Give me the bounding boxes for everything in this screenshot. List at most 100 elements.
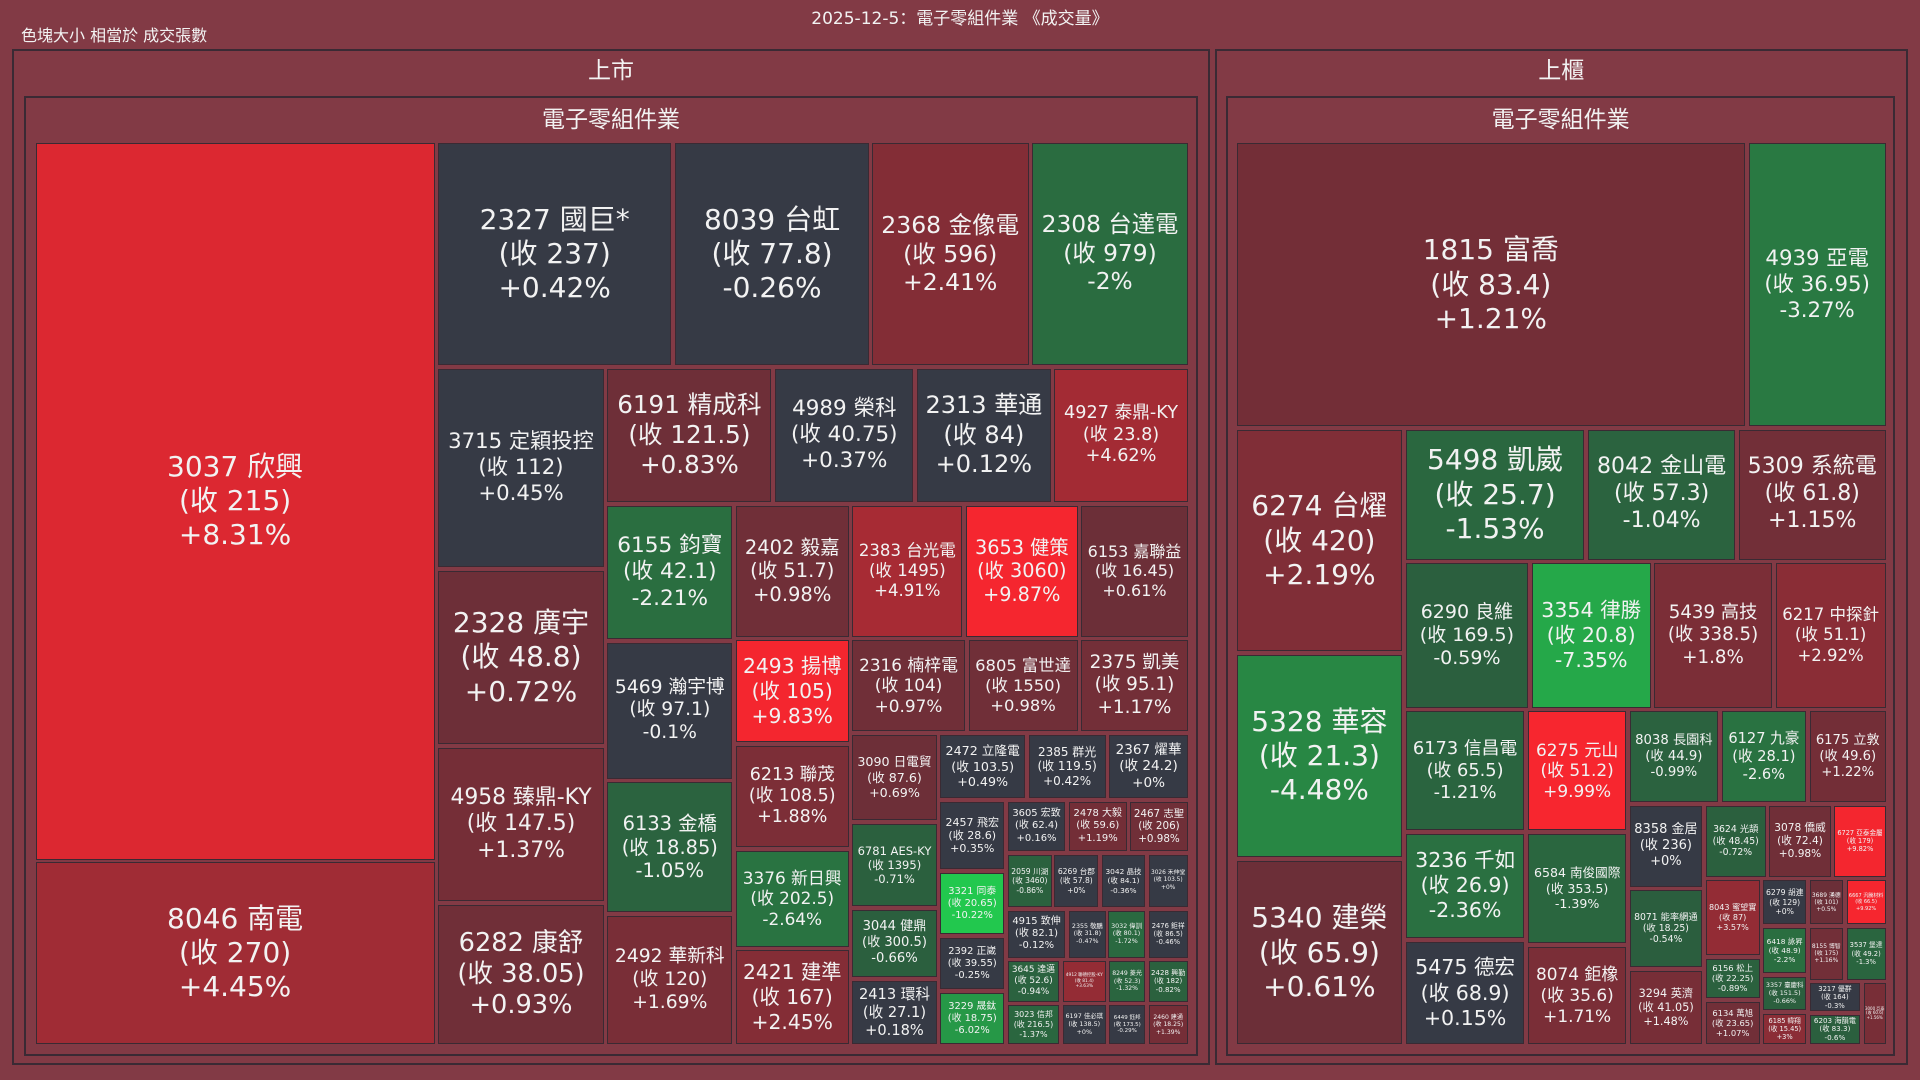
stock-tile[interactable]: 3537 堡達 (收 49.2) -1.3%	[1846, 928, 1886, 980]
stock-tile[interactable]: 2308 台達電 (收 979) -2%	[1032, 143, 1188, 365]
stock-tile[interactable]: 2472 立隆電 (收 103.5) +0.49%	[940, 734, 1025, 799]
stock-tile[interactable]: 3294 英濟 (收 41.05) +1.48%	[1629, 971, 1703, 1045]
stock-tile[interactable]: 6133 金橋 (收 18.85) -1.05%	[607, 782, 733, 913]
stock-tile[interactable]: 3236 千如 (收 26.9) -2.36%	[1405, 833, 1525, 938]
stock-tile[interactable]: 6191 精成科 (收 121.5) +0.83%	[607, 368, 772, 503]
stock-tile[interactable]: 3321 同泰 (收 20.65) -10.22%	[940, 873, 1005, 935]
stock-tile[interactable]: 2421 建準 (收 167) +2.45%	[735, 950, 849, 1045]
stock-tile[interactable]: 4912 聯德控股-KY (收 81.4) +3.63%	[1062, 961, 1106, 1002]
stock-tile[interactable]: 3653 健策 (收 3060) +9.87%	[966, 505, 1078, 637]
stock-tile[interactable]: 2383 台光電 (收 1495) +4.91%	[852, 505, 963, 637]
stock-tile[interactable]: 6282 康舒 (收 38.05) +0.93%	[438, 904, 604, 1045]
stock-tile[interactable]: 8046 南電 (收 270) +4.45%	[35, 862, 435, 1045]
stock-tile[interactable]: 8074 鉅橡 (收 35.6) +1.71%	[1528, 946, 1627, 1045]
stock-tile[interactable]: 3376 新日興 (收 202.5) -2.64%	[735, 851, 849, 947]
stock-tile[interactable]: 3037 欣興 (收 215) +8.31%	[35, 143, 435, 860]
stock-tile[interactable]: 2413 環科 (收 27.1) +0.18%	[852, 980, 937, 1045]
stock-tile[interactable]: 6217 中探針 (收 51.1) +2.92%	[1775, 563, 1886, 708]
stock-tile[interactable]: 6269 台郡 (收 57.8) +0%	[1054, 854, 1099, 908]
stock-tile[interactable]: 4915 致伸 (收 82.1) -0.12%	[1007, 911, 1066, 958]
stock-tile[interactable]: 6274 台燿 (收 420) +2.19%	[1236, 429, 1403, 652]
stock-tile[interactable]: 2385 群光 (收 119.5) +0.42%	[1028, 734, 1106, 799]
stock-tile[interactable]: 5498 凱崴 (收 25.7) -1.53%	[1405, 429, 1585, 560]
stock-tile[interactable]: 3645 達邁 (收 52.6) -0.94%	[1007, 961, 1060, 1002]
stock-tile[interactable]: 2375 凱美 (收 95.1) +1.17%	[1081, 640, 1188, 732]
stock-tile[interactable]: 6667 汎騰材料 (收 66.5) +9.92%	[1846, 880, 1886, 925]
stock-tile[interactable]: 6213 聯茂 (收 108.5) +1.88%	[735, 745, 849, 848]
stock-tile[interactable]: 6290 良維 (收 169.5) -0.59%	[1405, 563, 1529, 708]
stock-tile[interactable]: 6279 胡連 (收 129) +0%	[1763, 880, 1807, 925]
stock-tile[interactable]: 2478 大毅 (收 59.6) +1.19%	[1068, 802, 1127, 851]
stock-tile[interactable]: 6134 萬旭 (收 23.65) +1.07%	[1705, 1001, 1760, 1045]
stock-tile[interactable]: 2327 國巨* (收 237) +0.42%	[438, 143, 671, 365]
stock-tile[interactable]: 2316 楠梓電 (收 104) +0.97%	[852, 640, 965, 732]
stock-tile[interactable]: 2476 鉅祥 (收 86.5) -0.46%	[1148, 911, 1188, 958]
stock-tile[interactable]: 2493 揚博 (收 105) +9.83%	[735, 640, 849, 743]
stock-tile[interactable]: 3023 信邦 (收 216.5) -1.37%	[1007, 1005, 1060, 1045]
stock-tile[interactable]: 6418 詠昇 (收 48.9) -2.2%	[1763, 928, 1807, 974]
stock-tile[interactable]: 5340 建榮 (收 65.9) +0.61%	[1236, 860, 1403, 1045]
stock-tile[interactable]: 8038 長園科 (收 44.9) -0.99%	[1629, 711, 1718, 803]
stock-tile[interactable]: 4927 泰鼎-KY (收 23.8) +4.62%	[1054, 368, 1188, 503]
stock-tile[interactable]: 6173 信昌電 (收 65.5) -1.21%	[1405, 711, 1525, 831]
stock-tile[interactable]: 2355 敬鵬 (收 31.8) -0.47%	[1068, 911, 1106, 958]
stock-tile[interactable]: 8249 菱光 (收 52.3) -1.32%	[1109, 961, 1145, 1002]
stock-tile[interactable]: 6275 元山 (收 51.2) +9.99%	[1528, 711, 1627, 831]
stock-tile[interactable]: 3044 健鼎 (收 300.5) -0.66%	[852, 909, 937, 978]
stock-tile[interactable]: 3689 湧德 (收 101) +0.5%	[1809, 880, 1843, 925]
stock-tile[interactable]: 6727 亞泰金屬 (收 179) +9.82%	[1834, 805, 1886, 877]
stock-tile[interactable]: 6197 佳必琪 (收 138.5) +0%	[1062, 1005, 1106, 1045]
stock-tile[interactable]: 3715 定穎投控 (收 112) +0.45%	[438, 368, 604, 567]
stock-tile[interactable]: 3605 宏致 (收 62.4) +0.16%	[1007, 802, 1066, 851]
stock-tile[interactable]: 8043 蜜望實 (收 87) +3.57%	[1705, 880, 1760, 956]
stock-tile[interactable]: 6153 嘉聯益 (收 16.45) +0.61%	[1081, 505, 1188, 637]
stock-tile[interactable]: 8042 金山電 (收 57.3) -1.04%	[1588, 429, 1736, 560]
stock-tile[interactable]: 3624 光頡 (收 48.45) -0.72%	[1705, 805, 1766, 877]
stock-tile[interactable]: 6781 AES-KY (收 1395) -0.71%	[852, 824, 937, 907]
stock-tile[interactable]: 5475 德宏 (收 68.9) +0.15%	[1405, 941, 1525, 1045]
stock-tile[interactable]: 2492 華新科 (收 120) +1.69%	[607, 915, 733, 1045]
stock-tile[interactable]: 8155 博智 (收 175) +1.16%	[1809, 928, 1843, 980]
stock-tile[interactable]: 2392 正崴 (收 39.55) -0.25%	[940, 937, 1005, 990]
stock-tile[interactable]: 2328 廣宇 (收 48.8) +0.72%	[438, 570, 604, 745]
stock-tile[interactable]: 6203 海韻電 (收 83.3) -0.6%	[1809, 1015, 1860, 1045]
stock-tile[interactable]: 6449 鈺邦 (收 173.5) -0.29%	[1109, 1005, 1145, 1045]
stock-tile[interactable]: 2467 志聖 (收 206) +0.98%	[1130, 802, 1188, 851]
stock-tile[interactable]: 5469 瀚宇博 (收 97.1) -0.1%	[607, 642, 733, 779]
stock-tile[interactable]: 3078 僑威 (收 72.4) +0.98%	[1769, 805, 1831, 877]
stock-tile[interactable]: 6155 鈞寶 (收 42.1) -2.21%	[607, 505, 733, 640]
stock-tile[interactable]: 3042 晶技 (收 84.1) -0.36%	[1102, 854, 1145, 908]
stock-tile[interactable]: 2402 毅嘉 (收 51.7) +0.98%	[735, 505, 849, 637]
stock-tile[interactable]: 3357 臺慶科 (收 151.5) -0.66%	[1763, 977, 1807, 1011]
stock-tile[interactable]: 6127 九豪 (收 28.1) -2.6%	[1721, 711, 1807, 803]
stock-tile[interactable]: 2460 建通 (收 18.25) +1.39%	[1148, 1005, 1188, 1045]
stock-tile[interactable]: 3090 日電貿 (收 87.6) +0.69%	[852, 734, 937, 821]
stock-tile[interactable]: 5309 系統電 (收 61.8) +1.15%	[1738, 429, 1886, 560]
stock-tile[interactable]: 6156 松上 (收 22.25) -0.89%	[1705, 958, 1760, 998]
stock-tile[interactable]: 3032 偉訓 (收 80.1) -1.72%	[1108, 911, 1145, 958]
stock-tile[interactable]: 2367 燿華 (收 24.2) +0%	[1109, 734, 1188, 799]
stock-tile[interactable]: 8071 能率網通 (收 18.25) -0.54%	[1629, 890, 1703, 968]
stock-tile[interactable]: 6805 富世達 (收 1550) +0.98%	[968, 640, 1078, 732]
stock-tile[interactable]: 2368 金像電 (收 596) +2.41%	[871, 143, 1029, 365]
stock-tile[interactable]: 1815 富喬 (收 83.4) +1.21%	[1236, 143, 1745, 427]
stock-tile[interactable]: 5439 高技 (收 338.5) +1.8%	[1654, 563, 1772, 708]
stock-tile[interactable]: 2428 興勤 (收 182) -0.82%	[1148, 961, 1188, 1002]
stock-tile[interactable]: 5328 華容 (收 21.3) -4.48%	[1236, 655, 1403, 858]
stock-tile[interactable]: 6175 立敦 (收 49.6) +1.22%	[1809, 711, 1886, 803]
stock-tile[interactable]: 3217 優群 (收 164) -0.3%	[1809, 983, 1860, 1012]
stock-tile[interactable]: 3026 禾伸堂 (收 103.5) +0%	[1148, 854, 1188, 908]
stock-tile[interactable]: 3000 亞泰 (收 60.6) +1.56%	[1863, 983, 1886, 1045]
stock-tile[interactable]: 8358 金居 (收 236) +0%	[1629, 805, 1703, 887]
stock-tile[interactable]: 4989 榮科 (收 40.75) +0.37%	[775, 368, 914, 503]
stock-tile[interactable]: 2457 飛宏 (收 28.6) +0.35%	[940, 802, 1005, 870]
stock-tile[interactable]: 6185 幃翔 (收 15.45) +3%	[1763, 1013, 1807, 1045]
stock-tile[interactable]: 8039 台虹 (收 77.8) -0.26%	[674, 143, 870, 365]
stock-tile[interactable]: 4939 亞電 (收 36.95) -3.27%	[1748, 143, 1886, 427]
stock-tile[interactable]: 2059 川湖 (收 3460) -0.86%	[1007, 854, 1052, 908]
stock-tile[interactable]: 3354 律勝 (收 20.8) -7.35%	[1531, 563, 1651, 708]
stock-tile[interactable]: 6584 南俊國際 (收 353.5) -1.39%	[1528, 833, 1627, 943]
stock-tile[interactable]: 3229 晟鈦 (收 18.75) -6.02%	[940, 993, 1005, 1045]
stock-tile[interactable]: 2313 華通 (收 84) +0.12%	[917, 368, 1051, 503]
stock-tile[interactable]: 4958 臻鼎-KY (收 147.5) +1.37%	[438, 748, 604, 902]
